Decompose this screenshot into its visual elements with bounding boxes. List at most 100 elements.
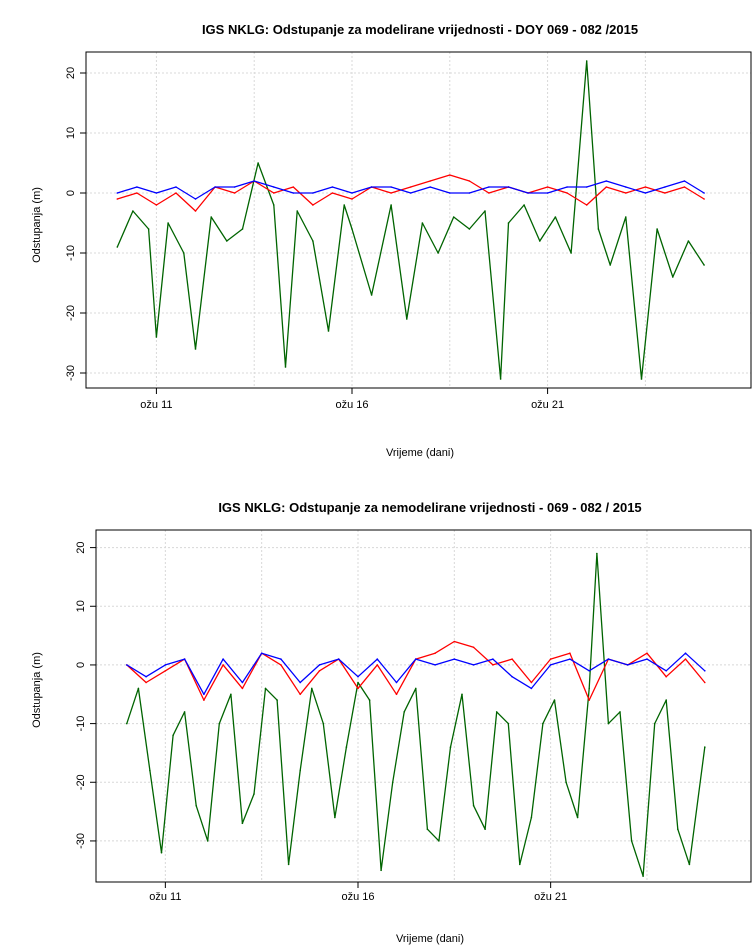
data-point-blue: [488, 186, 490, 188]
y-tick-label: -30: [65, 365, 77, 381]
data-point-blue: [530, 687, 533, 690]
data-point-red: [116, 198, 119, 200]
data-point-red: [472, 646, 475, 649]
data-point-blue: [511, 675, 513, 678]
data-point-red: [684, 658, 687, 660]
data-point-blue: [318, 664, 321, 666]
data-point-red: [704, 681, 706, 684]
data-point-blue: [472, 664, 475, 666]
data-point-blue: [626, 664, 629, 666]
data-point-red: [164, 670, 167, 672]
data-point-blue: [453, 658, 456, 660]
data-point-green: [343, 204, 346, 206]
series-line-green: [116, 60, 705, 380]
data-point-red: [273, 192, 275, 194]
y-tick-label: -10: [65, 245, 77, 261]
grid: [86, 52, 751, 388]
data-point-green: [688, 863, 691, 866]
data-point-blue: [253, 180, 255, 182]
data-point-green: [665, 699, 667, 701]
data-point-green: [597, 228, 600, 230]
data-point-red: [318, 670, 321, 672]
data-point-red: [703, 198, 705, 200]
data-point-green: [449, 746, 452, 748]
data-point-red: [241, 687, 244, 690]
data-point-blue: [155, 192, 158, 194]
data-point-blue: [337, 658, 340, 660]
data-point-green: [672, 276, 674, 278]
y-tick-label: 0: [65, 190, 77, 196]
data-point-green: [468, 228, 471, 230]
data-point-blue: [588, 670, 590, 672]
data-point-green: [273, 204, 275, 206]
data-point-red: [429, 180, 432, 182]
data-point-green: [149, 769, 151, 772]
data-point-red: [203, 699, 205, 701]
data-point-green: [345, 746, 348, 748]
chart-modelled: IGS NKLG: Odstupanje za modelirane vrije…: [31, 22, 752, 459]
data-point-red: [351, 198, 353, 200]
plot-frame: [95, 529, 752, 883]
data-point-red: [175, 192, 177, 194]
data-point-green: [357, 681, 359, 684]
grid: [96, 530, 751, 882]
y-tick-label: 20: [75, 541, 87, 553]
data-point-green: [421, 222, 424, 224]
data-point-green: [539, 240, 541, 242]
data-point-blue: [175, 186, 177, 188]
data-point-green: [625, 216, 627, 218]
data-point-blue: [569, 658, 571, 660]
data-point-green: [677, 828, 679, 830]
series-group: [116, 60, 705, 380]
data-point-green: [588, 687, 590, 690]
data-point-green: [484, 828, 486, 830]
data-point-blue: [566, 186, 568, 188]
data-point-green: [172, 734, 174, 737]
data-point-red: [292, 186, 295, 188]
data-point-blue: [665, 670, 667, 672]
y-axis-label: Odstupanja (m): [31, 652, 43, 728]
data-point-green: [438, 840, 440, 842]
data-point-green: [640, 378, 643, 380]
axes: 20 10 0 -10 -20 -30 ožu 11 ožu 16 ožu 21: [75, 541, 567, 903]
data-point-blue: [280, 658, 282, 660]
data-point-blue: [116, 192, 119, 194]
data-point-green: [619, 711, 621, 713]
data-point-blue: [214, 186, 216, 188]
data-point-red: [280, 664, 282, 666]
data-point-blue: [233, 186, 236, 188]
data-point-green: [264, 687, 267, 690]
data-point-green: [116, 246, 119, 248]
data-point-green: [576, 816, 579, 819]
data-point-red: [222, 664, 224, 666]
data-point-red: [511, 658, 513, 660]
x-tick-label: ožu 11: [149, 891, 181, 903]
data-point-green: [630, 840, 633, 842]
data-point-green: [499, 378, 502, 380]
data-point-green: [370, 294, 373, 296]
data-point-red: [588, 699, 590, 701]
data-point-red: [395, 693, 398, 696]
data-point-red: [664, 192, 666, 194]
data-point-green: [687, 240, 690, 242]
data-point-red: [145, 681, 147, 684]
data-point-red: [488, 192, 490, 194]
x-tick-label: ožu 16: [335, 399, 368, 411]
data-point-blue: [492, 658, 494, 660]
chart-title: IGS NKLG: Odstupanje za modelirane vrije…: [202, 22, 638, 37]
data-point-green: [241, 822, 244, 825]
data-point-blue: [292, 192, 295, 194]
data-point-red: [683, 186, 686, 188]
data-point-green: [253, 793, 255, 795]
y-tick-label: -10: [75, 716, 87, 732]
data-point-red: [136, 192, 138, 194]
data-point-green: [132, 210, 134, 212]
data-point-green: [553, 699, 556, 701]
data-point-green: [160, 851, 163, 854]
data-point-blue: [546, 192, 549, 194]
data-point-blue: [331, 186, 334, 188]
data-point-green: [570, 252, 572, 254]
y-axis-label: Odstupanja (m): [31, 187, 43, 263]
data-point-blue: [527, 192, 529, 194]
data-point-red: [449, 174, 451, 176]
